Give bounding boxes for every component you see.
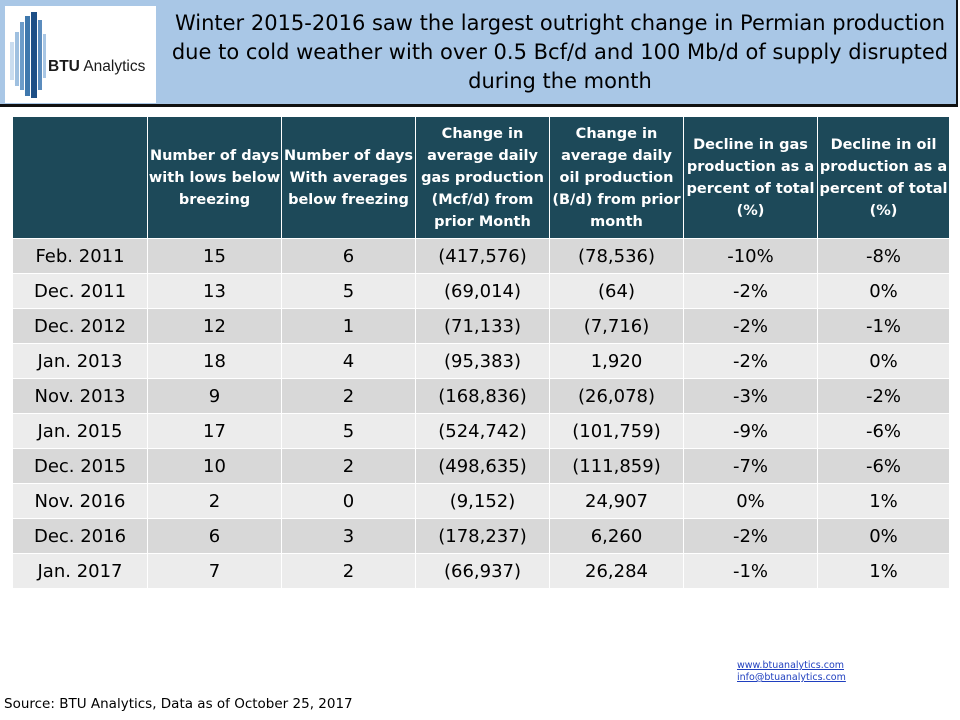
- table-cell: Nov. 2016: [12, 483, 148, 519]
- logo-wordmark: BTU Analytics: [48, 58, 146, 75]
- table-row: Feb. 2011 15 6 (417,576) (78,536) -10% -…: [12, 238, 950, 274]
- email-link[interactable]: info@btuanalytics.com: [737, 672, 846, 683]
- table-cell: Nov. 2013: [12, 378, 148, 414]
- page-title: Winter 2015-2016 saw the largest outrigh…: [171, 11, 949, 93]
- weather-production-table: Number of days with lows below breezing …: [12, 116, 950, 589]
- table-cell: 4: [281, 343, 416, 379]
- btu-analytics-logo: BTU Analytics: [5, 6, 156, 103]
- table-header-row: Number of days with lows below breezing …: [12, 116, 950, 239]
- table-cell: 1%: [817, 483, 950, 519]
- table-cell: (7,716): [549, 308, 684, 344]
- column-header: [12, 116, 148, 239]
- table-cell: 5: [281, 413, 416, 449]
- table-cell: (101,759): [549, 413, 684, 449]
- title-banner: BTU Analytics Winter 2015-2016 saw the l…: [0, 0, 958, 107]
- table-cell: -2%: [683, 343, 818, 379]
- table-cell: 0%: [817, 518, 950, 554]
- table-cell: Dec. 2015: [12, 448, 148, 484]
- table-cell: Dec. 2011: [12, 273, 148, 309]
- table-cell: Jan. 2017: [12, 553, 148, 589]
- table-cell: 0: [281, 483, 416, 519]
- column-header: Change in average daily gas production (…: [415, 116, 550, 239]
- column-header: Decline in gas production as a percent o…: [683, 116, 818, 239]
- table-row: Dec. 2015 10 2 (498,635) (111,859) -7% -…: [12, 448, 950, 484]
- table-cell: (178,237): [415, 518, 550, 554]
- table-cell: Feb. 2011: [12, 238, 148, 274]
- table-cell: (498,635): [415, 448, 550, 484]
- table-cell: 24,907: [549, 483, 684, 519]
- table-cell: 2: [281, 448, 416, 484]
- table-cell: Jan. 2015: [12, 413, 148, 449]
- table-cell: (69,014): [415, 273, 550, 309]
- table-cell: 6: [147, 518, 282, 554]
- table-cell: 2: [147, 483, 282, 519]
- table-row: Dec. 2012 12 1 (71,133) (7,716) -2% -1%: [12, 308, 950, 344]
- table-cell: -6%: [817, 413, 950, 449]
- table-row: Nov. 2016 2 0 (9,152) 24,907 0% 1%: [12, 483, 950, 519]
- table-row: Jan. 2015 17 5 (524,742) (101,759) -9% -…: [12, 413, 950, 449]
- table-cell: -2%: [683, 308, 818, 344]
- table-cell: (9,152): [415, 483, 550, 519]
- table-cell: (524,742): [415, 413, 550, 449]
- table-cell: (66,937): [415, 553, 550, 589]
- table-row: Nov. 2013 9 2 (168,836) (26,078) -3% -2%: [12, 378, 950, 414]
- table-cell: 1,920: [549, 343, 684, 379]
- table-cell: (417,576): [415, 238, 550, 274]
- table-cell: 5: [281, 273, 416, 309]
- table-cell: Dec. 2012: [12, 308, 148, 344]
- table-cell: 0%: [683, 483, 818, 519]
- source-note: Source: BTU Analytics, Data as of Octobe…: [4, 696, 353, 712]
- table-cell: (78,536): [549, 238, 684, 274]
- table-cell: (64): [549, 273, 684, 309]
- table-cell: (26,078): [549, 378, 684, 414]
- table-cell: Dec. 2016: [12, 518, 148, 554]
- table-cell: 0%: [817, 343, 950, 379]
- contact-links: www.btuanalytics.com info@btuanalytics.c…: [737, 660, 846, 684]
- table-cell: -2%: [683, 518, 818, 554]
- column-header: Decline in oil production as a percent o…: [817, 116, 950, 239]
- table-cell: 15: [147, 238, 282, 274]
- website-link[interactable]: www.btuanalytics.com: [737, 660, 845, 671]
- table-cell: 6,260: [549, 518, 684, 554]
- table-row: Jan. 2017 7 2 (66,937) 26,284 -1% 1%: [12, 553, 950, 589]
- table-row: Jan. 2013 18 4 (95,383) 1,920 -2% 0%: [12, 343, 950, 379]
- logo-bars-icon: [10, 12, 46, 98]
- table-cell: 2: [281, 553, 416, 589]
- table-cell: 18: [147, 343, 282, 379]
- table-cell: -2%: [817, 378, 950, 414]
- table-cell: 2: [281, 378, 416, 414]
- table-cell: 12: [147, 308, 282, 344]
- table-cell: -6%: [817, 448, 950, 484]
- table-cell: 10: [147, 448, 282, 484]
- table-cell: -10%: [683, 238, 818, 274]
- table-cell: (95,383): [415, 343, 550, 379]
- table-cell: -3%: [683, 378, 818, 414]
- table-cell: -7%: [683, 448, 818, 484]
- table-cell: 6: [281, 238, 416, 274]
- column-header: Change in average daily oil production (…: [549, 116, 684, 239]
- table-cell: -1%: [817, 308, 950, 344]
- table-cell: (111,859): [549, 448, 684, 484]
- table-cell: (71,133): [415, 308, 550, 344]
- table-cell: 1%: [817, 553, 950, 589]
- table-cell: Jan. 2013: [12, 343, 148, 379]
- table-cell: 13: [147, 273, 282, 309]
- column-header: Number of days With averages below freez…: [281, 116, 416, 239]
- table-cell: 26,284: [549, 553, 684, 589]
- table-cell: -9%: [683, 413, 818, 449]
- table-cell: 7: [147, 553, 282, 589]
- table-cell: -8%: [817, 238, 950, 274]
- table-row: Dec. 2016 6 3 (178,237) 6,260 -2% 0%: [12, 518, 950, 554]
- table-cell: -2%: [683, 273, 818, 309]
- column-header: Number of days with lows below breezing: [147, 116, 282, 239]
- table-cell: 0%: [817, 273, 950, 309]
- table-cell: 3: [281, 518, 416, 554]
- table-cell: (168,836): [415, 378, 550, 414]
- table-cell: 17: [147, 413, 282, 449]
- table-row: Dec. 2011 13 5 (69,014) (64) -2% 0%: [12, 273, 950, 309]
- table-cell: 1: [281, 308, 416, 344]
- table-cell: 9: [147, 378, 282, 414]
- table-cell: -1%: [683, 553, 818, 589]
